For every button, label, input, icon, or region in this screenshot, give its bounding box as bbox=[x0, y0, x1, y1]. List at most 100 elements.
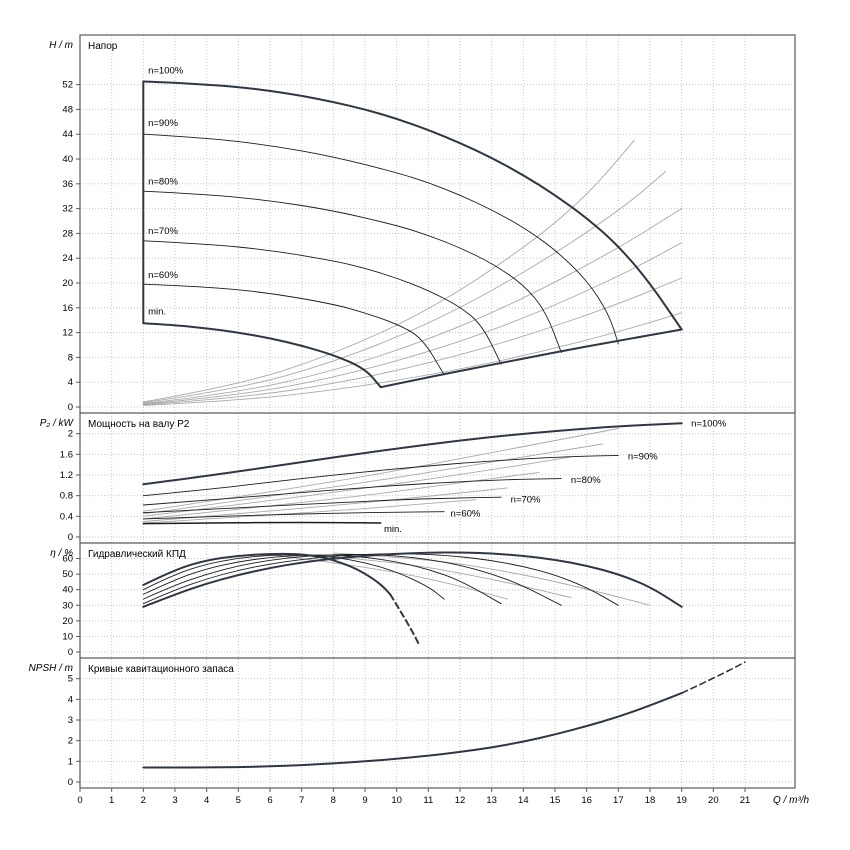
series-n=70% bbox=[142, 496, 502, 514]
series-min-extrapolated bbox=[389, 593, 420, 646]
series-min bbox=[142, 322, 382, 389]
series-iso-1 bbox=[142, 428, 619, 512]
curve-label: n=100% bbox=[148, 65, 184, 76]
x-tick-label: 17 bbox=[613, 795, 624, 806]
y-tick-label: 40 bbox=[62, 585, 73, 596]
y-tick-label: 52 bbox=[62, 80, 73, 91]
y-tick-label: 0.4 bbox=[60, 511, 73, 522]
x-tick-label: 6 bbox=[267, 795, 272, 806]
series-n=100% bbox=[142, 80, 683, 331]
series-npsh bbox=[142, 692, 683, 769]
y-tick-label: 20 bbox=[62, 616, 73, 627]
y-tick-label: 44 bbox=[62, 129, 73, 140]
x-tick-label: 8 bbox=[331, 795, 336, 806]
chart-power: 0 0.4 0.8 1.2 1.6 2 n=100% n=90% n=80% n=70% n=60%… bbox=[40, 418, 795, 543]
x-tick-label: 5 bbox=[236, 795, 241, 806]
series-n=90% bbox=[142, 454, 619, 497]
series-iso-4 bbox=[142, 242, 683, 405]
curve-label: n=60% bbox=[451, 508, 481, 519]
y-tick-label: 5 bbox=[68, 674, 73, 685]
x-tick-label: 11 bbox=[423, 795, 433, 806]
x-tick-label: 0 bbox=[77, 795, 82, 806]
curve-label: n=80% bbox=[571, 475, 601, 486]
series-iso-6 bbox=[142, 499, 477, 524]
chart-title: Напор bbox=[88, 41, 118, 52]
y-tick-label: 4 bbox=[68, 694, 73, 705]
series-n=80% bbox=[142, 554, 562, 606]
curve-label: n=100% bbox=[691, 418, 727, 429]
series-iso-2 bbox=[142, 170, 667, 404]
series-min bbox=[142, 552, 392, 596]
x-tick-label: 18 bbox=[645, 795, 656, 806]
series-iso-1 bbox=[142, 139, 635, 403]
curve-label: n=90% bbox=[148, 118, 178, 129]
y-tick-label: 1.6 bbox=[60, 449, 73, 460]
x-tick-label: 19 bbox=[676, 795, 687, 806]
curve-label: n=80% bbox=[148, 176, 178, 187]
y-tick-label: 30 bbox=[62, 600, 73, 611]
y-tick-label: 0 bbox=[68, 532, 73, 543]
y-axis-label: P₂ / kW bbox=[40, 418, 75, 429]
x-tick-label: 7 bbox=[299, 795, 304, 806]
series-n=70% bbox=[142, 240, 502, 365]
y-tick-label: 4 bbox=[68, 377, 73, 388]
y-tick-label: 20 bbox=[62, 278, 73, 289]
y-tick-label: 3 bbox=[68, 715, 73, 726]
chart-title: Гидравлический КПД bbox=[88, 549, 186, 560]
x-tick-label: 3 bbox=[172, 795, 177, 806]
series-iso-5 bbox=[142, 277, 683, 406]
y-tick-label: 0 bbox=[68, 647, 73, 658]
y-tick-label: 0 bbox=[68, 777, 73, 788]
y-tick-label: 2 bbox=[68, 736, 73, 747]
y-tick-label: 28 bbox=[62, 228, 73, 239]
y-axis-label: η / % bbox=[50, 548, 73, 559]
y-tick-label: 1 bbox=[68, 756, 73, 767]
y-tick-label: 8 bbox=[68, 352, 73, 363]
x-tick-label: 12 bbox=[455, 795, 466, 806]
series-npsh-extrapolated bbox=[680, 661, 746, 694]
y-tick-label: 60 bbox=[62, 554, 73, 565]
series-iso-3 bbox=[142, 208, 683, 405]
series-envelope-max-flow bbox=[379, 328, 683, 389]
series-n=80% bbox=[142, 190, 562, 353]
x-tick-label: 2 bbox=[141, 795, 146, 806]
curve-label: n=90% bbox=[628, 452, 658, 463]
curve-label: n=70% bbox=[148, 226, 178, 237]
x-tick-label: 1 bbox=[109, 795, 114, 806]
x-tick-label: 14 bbox=[518, 795, 529, 806]
series-n=60% bbox=[142, 283, 445, 376]
chart-head: 0481216202428323640444852n=100%n=90%n=80… bbox=[49, 40, 795, 413]
curve-label: min. bbox=[384, 524, 402, 535]
y-tick-label: 50 bbox=[62, 569, 73, 580]
series-iso-1 bbox=[332, 552, 651, 606]
series-iso-2 bbox=[301, 553, 572, 598]
x-tick-label: 10 bbox=[391, 795, 402, 806]
series-n=100% bbox=[142, 422, 683, 486]
x-tick-label: 15 bbox=[550, 795, 561, 806]
series-iso-2 bbox=[142, 443, 603, 515]
x-tick-label: 21 bbox=[740, 795, 751, 806]
curve-label: n=70% bbox=[511, 494, 541, 505]
chart-frame bbox=[79, 34, 796, 789]
y-tick-label: 40 bbox=[62, 154, 73, 165]
curve-label: n=60% bbox=[148, 270, 178, 281]
chart-title: Мощность на валу P2 bbox=[88, 419, 190, 430]
x-tick-label: 20 bbox=[708, 795, 719, 806]
y-tick-label: 24 bbox=[62, 253, 73, 264]
series-iso-3 bbox=[142, 456, 572, 517]
y-tick-label: 48 bbox=[62, 104, 73, 115]
y-axis-label: NPSH / m bbox=[29, 663, 73, 674]
y-tick-label: 2 bbox=[68, 429, 73, 440]
y-tick-label: 12 bbox=[62, 328, 73, 339]
series-n=90% bbox=[142, 133, 619, 345]
x-tick-label: 9 bbox=[362, 795, 367, 806]
y-tick-label: 10 bbox=[62, 631, 73, 642]
x-tick-label: 16 bbox=[581, 795, 592, 806]
x-tick-label: 4 bbox=[204, 795, 209, 806]
y-tick-label: 16 bbox=[62, 303, 73, 314]
y-tick-label: 36 bbox=[62, 179, 73, 190]
